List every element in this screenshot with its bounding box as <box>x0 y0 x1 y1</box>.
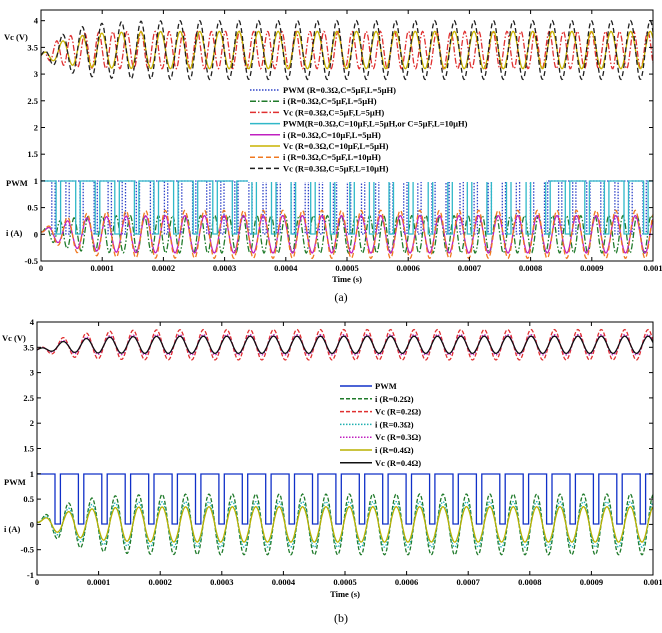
chart-a-x-ticks: 0 0.0001 0.0002 0.0003 0.0004 0.0005 0.0006 0.0… <box>39 10 662 273</box>
legend-label: PWM(R=0.3Ω,C=10µF,L=5µH,or C=5µF,L=10µH) <box>283 119 468 129</box>
chart-b-y-ticks: -1 -0.5 0 0.5 1 1.5 2 2.5 3 3.5 4 <box>21 317 653 580</box>
x-tick-label: 0.0005 <box>333 577 356 587</box>
legend-label: i (R=0.3Ω) <box>375 419 414 429</box>
x-tick-label: 0.0009 <box>580 263 603 273</box>
series-line-6 <box>36 335 654 355</box>
series-line-6 <box>40 209 654 260</box>
chart-a-xlabel: Time (s) <box>332 274 362 284</box>
y-tick-label: 1.5 <box>23 444 34 454</box>
y-tick-label: 0 <box>34 229 38 239</box>
y-tick-label: 3 <box>30 368 34 378</box>
series-line-5 <box>36 505 654 543</box>
chart-b-legend-box <box>338 381 468 473</box>
y-tick-label: 3.5 <box>27 42 38 52</box>
chart-b-x-ticks: 0 0.0001 0.0002 0.0003 0.0004 0.0005 0.0006 0.0… <box>35 322 662 587</box>
chart-b: -1 -0.5 0 0.5 1 1.5 2 2.5 3 3.5 4 0 0.0001 0.0002 0.0… <box>2 317 662 625</box>
x-tick-label: 0.0003 <box>213 263 236 273</box>
y-tick-label: 4 <box>34 16 39 26</box>
chart-a-caption: (a) <box>334 290 347 304</box>
series-line-5 <box>40 30 654 70</box>
y-tick-label: 4 <box>30 317 35 327</box>
y-tick-label: 0 <box>30 519 34 529</box>
x-tick-label: 0 <box>35 577 39 587</box>
x-tick-label: 0.0001 <box>91 263 114 273</box>
series-line-2 <box>40 30 654 70</box>
legend-label: Vc (R=0.3Ω,C=10µF,L=5µH) <box>283 141 389 151</box>
chart-a-legend: PWM (R=0.3Ω,C=5µF,L=5µH)i (R=0.3Ω,C=5µF,… <box>250 85 468 173</box>
legend-label: Vc (R=0.2Ω) <box>375 407 421 417</box>
series-line-3 <box>36 500 654 548</box>
y-tick-label: 0.5 <box>27 203 38 213</box>
y-tick-label: 2 <box>34 122 38 132</box>
x-tick-label: 0.0001 <box>87 577 110 587</box>
chart-b-series <box>36 328 654 556</box>
x-tick-label: 0.0002 <box>152 263 175 273</box>
y-tick-label: -0.5 <box>21 545 34 555</box>
x-tick-label: 0.0008 <box>519 263 542 273</box>
chart-a: -0.500.511.522.533.54 0 0.0001 0.0002 0.000… <box>4 9 662 304</box>
chart-a-ylabel-pwm: PWM <box>6 178 28 188</box>
chart-a-ylabel-i: i (A) <box>6 228 22 238</box>
y-tick-label: 1 <box>30 469 34 479</box>
x-tick-label: 0.0009 <box>580 577 603 587</box>
x-tick-label: 0.0005 <box>335 263 358 273</box>
series-line-2 <box>36 328 654 361</box>
x-tick-label: 0.0007 <box>457 577 481 587</box>
y-tick-label: -1 <box>27 570 34 580</box>
y-tick-label: 2.5 <box>23 393 34 403</box>
legend-label: Vc (R=0.3Ω) <box>375 432 421 442</box>
y-tick-label: -0.5 <box>25 256 38 266</box>
chart-a-series <box>40 19 654 260</box>
series-line-1 <box>36 493 654 556</box>
chart-b-caption: (b) <box>334 611 348 625</box>
series-line-0 <box>37 473 653 525</box>
y-tick-label: 3.5 <box>23 342 34 352</box>
y-tick-label: 2.5 <box>27 96 38 106</box>
chart-b-ylabel-vc: Vc (V) <box>2 333 26 343</box>
legend-label: Vc (R=0.4Ω) <box>375 458 421 468</box>
legend-label: i (R=0.3Ω,C=5µF,L=5µH) <box>283 96 377 106</box>
series-line-1 <box>40 214 654 255</box>
legend-label: Vc (R=0.3Ω,C=5µF,L=10µH) <box>283 163 389 173</box>
y-tick-label: 3 <box>34 69 38 79</box>
x-tick-label: 0.0007 <box>458 263 482 273</box>
chart-b-xlabel: Time (s) <box>330 589 360 599</box>
series-line-7 <box>40 19 654 81</box>
y-tick-label: 0.5 <box>23 494 34 504</box>
chart-b-ylabel-pwm: PWM <box>4 477 26 487</box>
legend-label: i (R=0.4Ω) <box>375 445 414 455</box>
x-tick-label: 0.0004 <box>274 263 298 273</box>
legend-label: i (R=0.3Ω,C=5µF,L=10µH) <box>283 152 381 162</box>
chart-a-ylabel-vc: Vc (V) <box>4 32 28 42</box>
series-line-3 <box>41 180 653 235</box>
x-tick-label: 0.0004 <box>272 577 296 587</box>
chart-b-legend: PWM i (R=0.2Ω) Vc (R=0.2Ω) i (R=0.3Ω) Vc (R=… <box>340 381 421 468</box>
legend-label: PWM (R=0.3Ω,C=5µF,L=5µH) <box>283 85 396 95</box>
x-tick-label: 0.0006 <box>395 577 418 587</box>
legend-label: i (R=0.2Ω) <box>375 394 414 404</box>
chart-b-ylabel-i: i (A) <box>4 524 20 534</box>
x-tick-label: 0.0003 <box>210 577 233 587</box>
legend-label: Vc (R=0.3Ω,C=5µF,L=5µH) <box>283 107 384 117</box>
x-tick-label: 0 <box>39 263 43 273</box>
y-tick-label: 1.5 <box>27 149 38 159</box>
chart-a-legend-box <box>248 82 546 182</box>
legend-label: i (R=0.3Ω,C=10µF,L=5µH) <box>283 130 381 140</box>
legend-label: PWM <box>375 381 397 391</box>
x-tick-label: 0.001 <box>643 577 662 587</box>
x-tick-label: 0.0002 <box>149 577 172 587</box>
x-tick-label: 0.0006 <box>397 263 420 273</box>
chart-a-y-ticks: -0.5 0 0.5 1 1.5 2 2.5 3 3.5 4 <box>25 16 653 266</box>
x-tick-label: 0.001 <box>643 263 662 273</box>
y-tick-label: 2 <box>30 418 34 428</box>
y-tick-label: 1 <box>34 176 38 186</box>
x-tick-label: 0.0008 <box>518 577 541 587</box>
